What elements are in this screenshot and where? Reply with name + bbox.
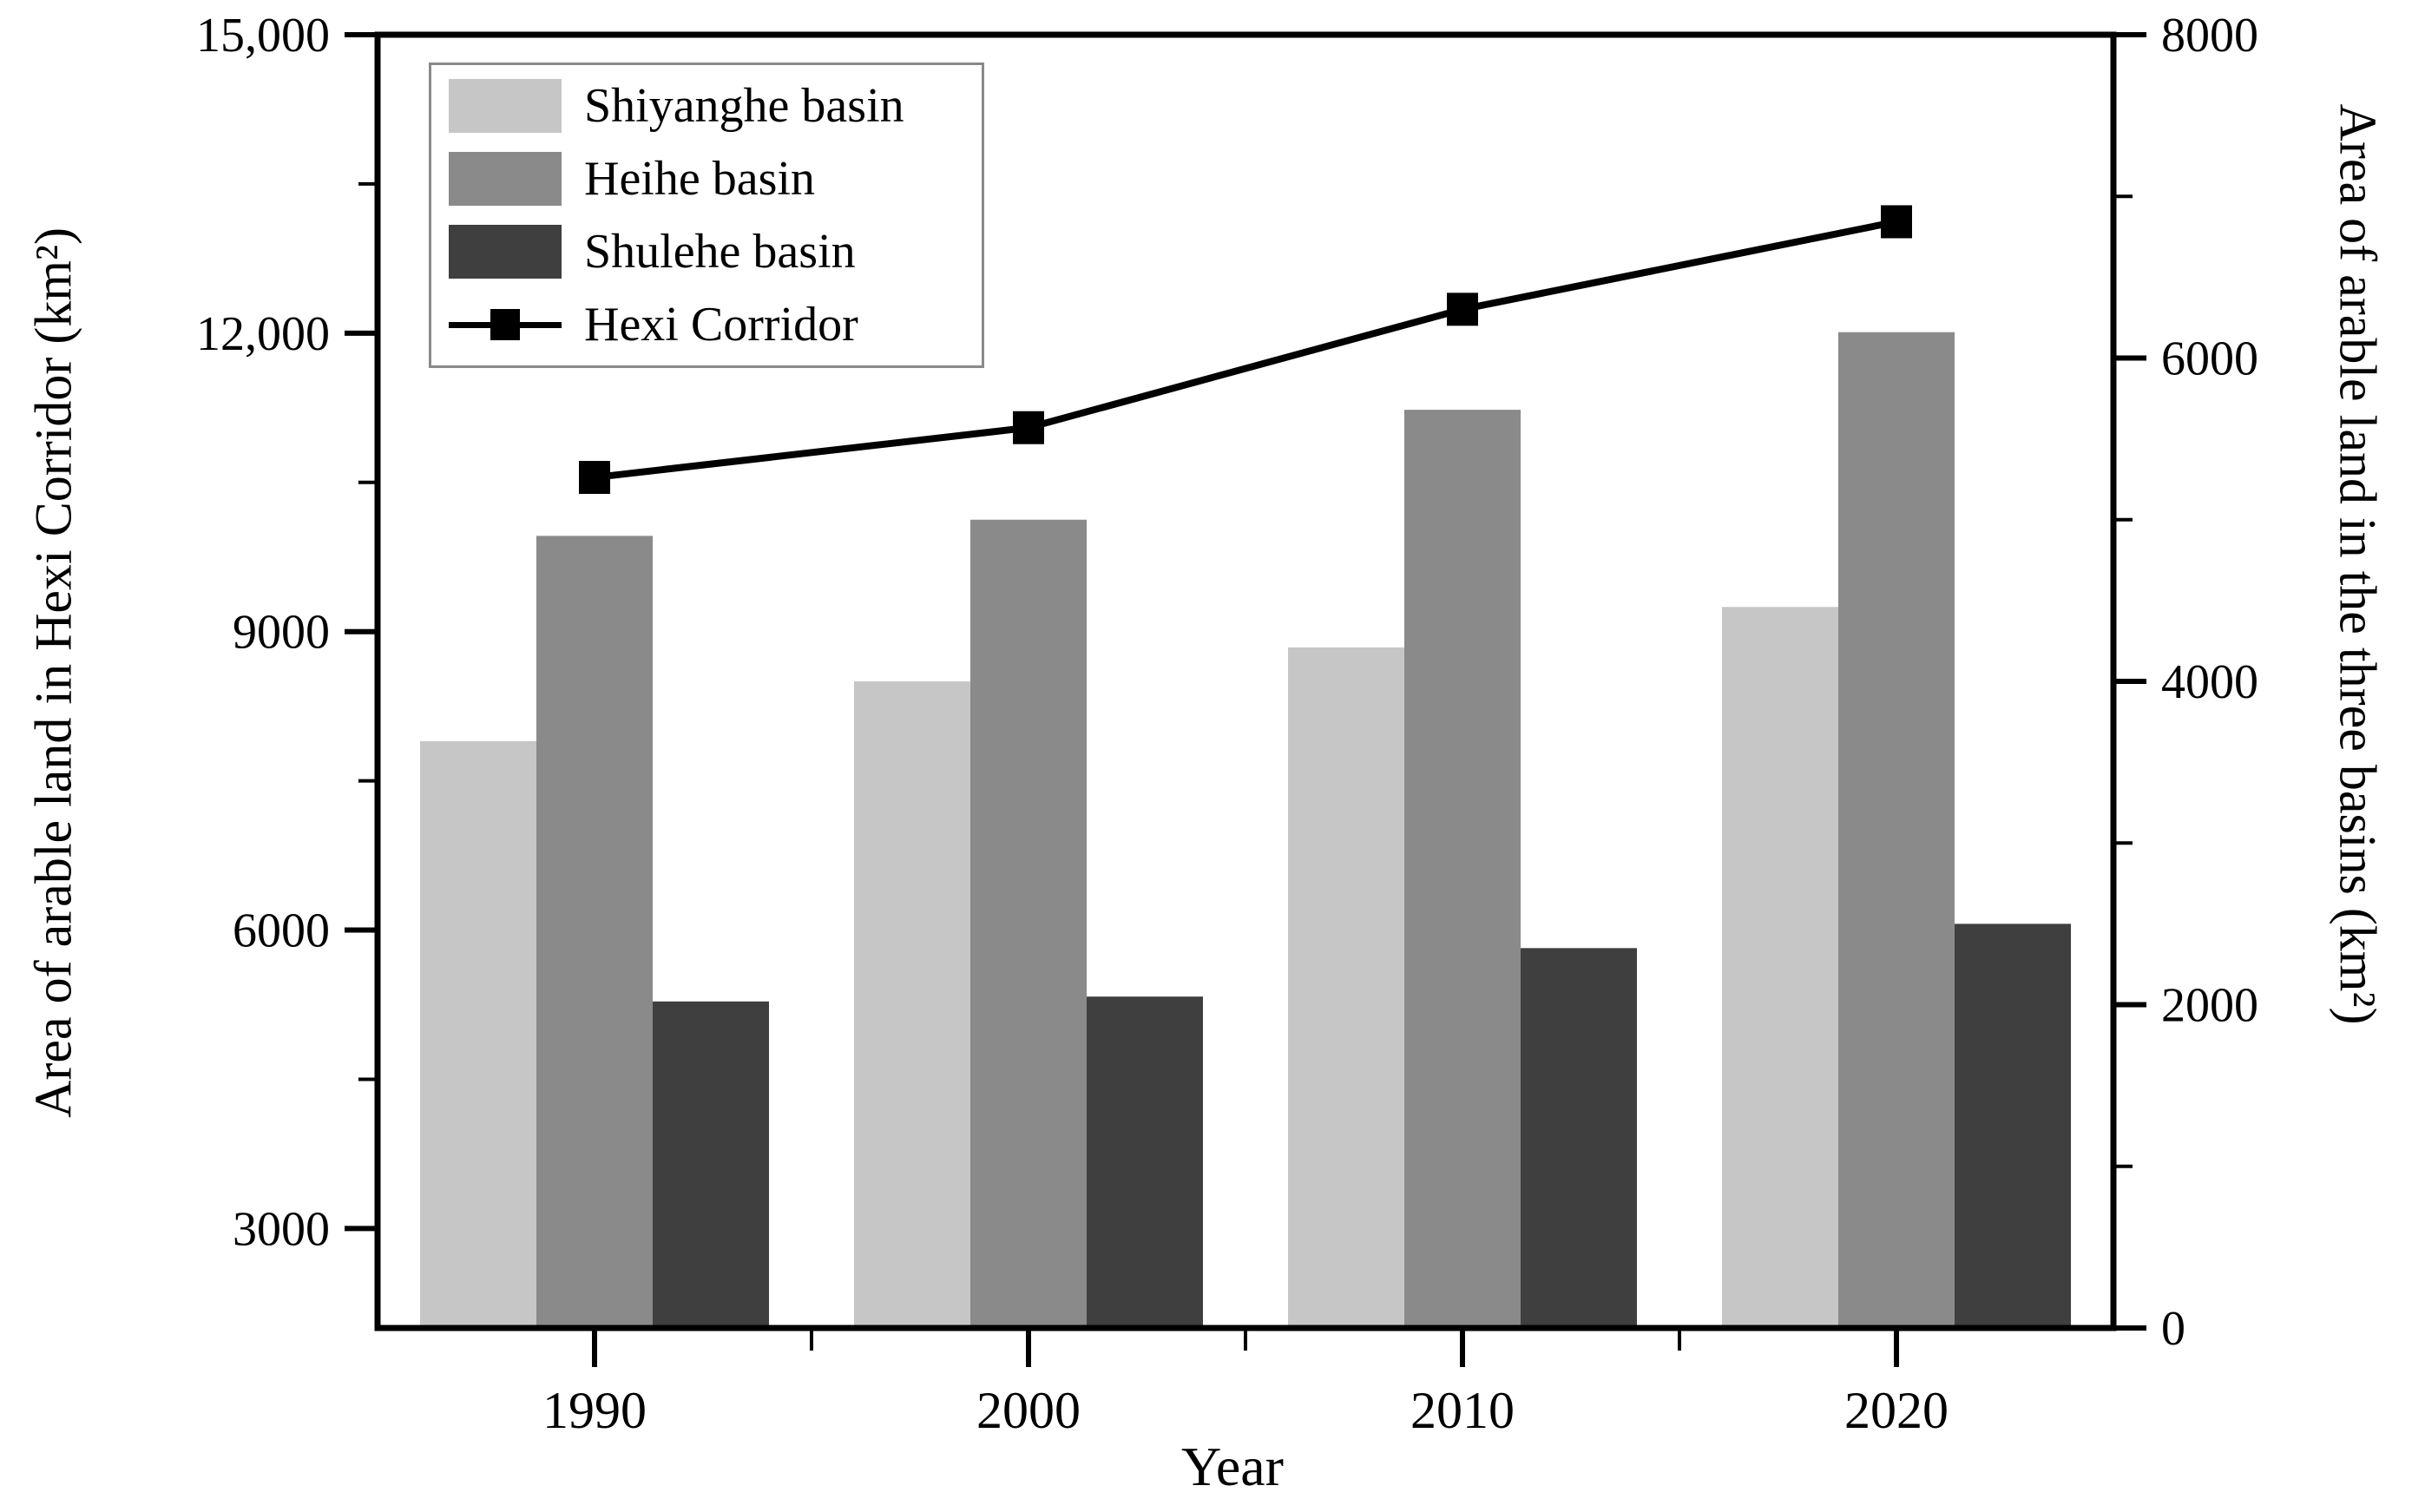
left-axis-tick-label-12000: 12,000 [196,307,330,361]
bar-heihe-1990 [536,536,653,1328]
legend-swatch-shulehe [449,225,562,279]
left-axis-tick-label-15000: 15,000 [196,9,330,62]
right-axis-tick-label-0: 0 [2161,1302,2185,1356]
left-axis-tick-label-3000: 3000 [233,1202,330,1256]
bar-shulehe-2010 [1521,948,1637,1328]
bar-heihe-2020 [1838,332,1955,1329]
legend-item-hexi-corridor: Hexi Corridor [449,298,964,352]
bar-shiyanghe-2000 [854,681,970,1328]
bar-shulehe-1990 [653,1001,769,1328]
right-axis-tick-label-4000: 4000 [2161,655,2258,709]
hexi-corridor-line [594,218,1897,482]
bar-heihe-2010 [1404,410,1521,1329]
right-axis-tick-label-6000: 6000 [2161,332,2258,386]
legend-label-shiyanghe: Shiyanghe basin [584,79,904,133]
hexi-corridor-marker-2010 [1447,293,1478,326]
x-axis-tick-label-1990: 1990 [542,1382,647,1439]
hexi-corridor-marker-2020 [1881,205,1912,239]
bar-shulehe-2000 [1087,996,1203,1328]
bar-shiyanghe-1990 [420,740,536,1328]
legend-swatch-heihe [449,152,562,206]
legend-label-shulehe: Shulehe basin [584,225,856,279]
bar-shiyanghe-2020 [1722,607,1838,1328]
x-axis-tick-label-2000: 2000 [976,1382,1081,1439]
legend-swatch-shiyanghe [449,79,562,133]
right-axis-tick-label-8000: 8000 [2161,9,2258,62]
legend-item-heihe: Heihe basin [449,152,964,206]
left-axis-tick-label-9000: 9000 [233,606,330,660]
legend-item-shiyanghe: Shiyanghe basin [449,79,964,133]
left-axis-tick-label-6000: 6000 [233,904,330,958]
legend-item-shulehe: Shulehe basin [449,225,964,279]
bar-heihe-2000 [970,519,1087,1328]
legend-label-heihe: Heihe basin [584,152,815,206]
bar-shulehe-2020 [1955,924,2071,1328]
hexi-corridor-marker-1990 [579,461,610,495]
right-axis-tick-label-2000: 2000 [2161,979,2258,1033]
legend-label-hexi-corridor: Hexi Corridor [584,298,858,352]
right-axis-title: Area of arable land in the three basins … [2329,103,2387,1025]
x-axis-tick-label-2020: 2020 [1844,1382,1949,1439]
x-axis-title: Year [1181,1436,1284,1497]
left-axis-title: Area of arable land in Hexi Corridor (km… [24,227,82,1118]
legend: Shiyanghe basin Heihe basin Shulehe basi… [429,62,984,368]
legend-square-marker-icon [490,309,520,340]
bar-shiyanghe-2010 [1288,647,1404,1328]
hexi-corridor-marker-2000 [1013,411,1044,444]
legend-line-marker-sample [449,298,562,352]
x-axis-tick-label-2010: 2010 [1410,1382,1515,1439]
